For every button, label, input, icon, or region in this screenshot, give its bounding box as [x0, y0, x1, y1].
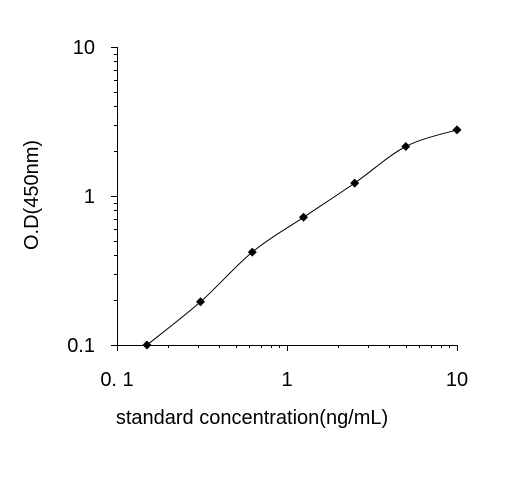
- x-tick-label-1: 1: [281, 369, 292, 391]
- x-tick-label-2: 10: [446, 369, 468, 391]
- y-tick-label-0: 0.1: [67, 335, 95, 357]
- plot-area: 0.1 1 10 0. 1 1 10: [67, 37, 468, 391]
- y-tick-label-2: 10: [73, 37, 95, 59]
- series-line: [146, 129, 458, 346]
- x-axis-title: standard concentration(ng/mL): [116, 407, 388, 429]
- x-axis-ticks: [117, 345, 458, 351]
- data-point-4: [350, 178, 360, 188]
- data-point-6: [452, 125, 462, 135]
- y-axis-tick-labels: 0.1 1 10: [67, 37, 95, 357]
- x-tick-label-0: 0. 1: [100, 369, 133, 391]
- data-point-5: [401, 141, 411, 151]
- y-tick-label-1: 1: [84, 186, 95, 208]
- data-points: [142, 125, 462, 350]
- data-point-3: [298, 212, 308, 222]
- data-point-0: [142, 340, 152, 350]
- y-axis-ticks: [111, 47, 117, 346]
- data-point-2: [247, 247, 257, 257]
- data-point-1: [196, 297, 206, 307]
- x-axis-tick-labels: 0. 1 1 10: [100, 369, 468, 391]
- y-axis-title: O.D(450nm): [21, 140, 43, 250]
